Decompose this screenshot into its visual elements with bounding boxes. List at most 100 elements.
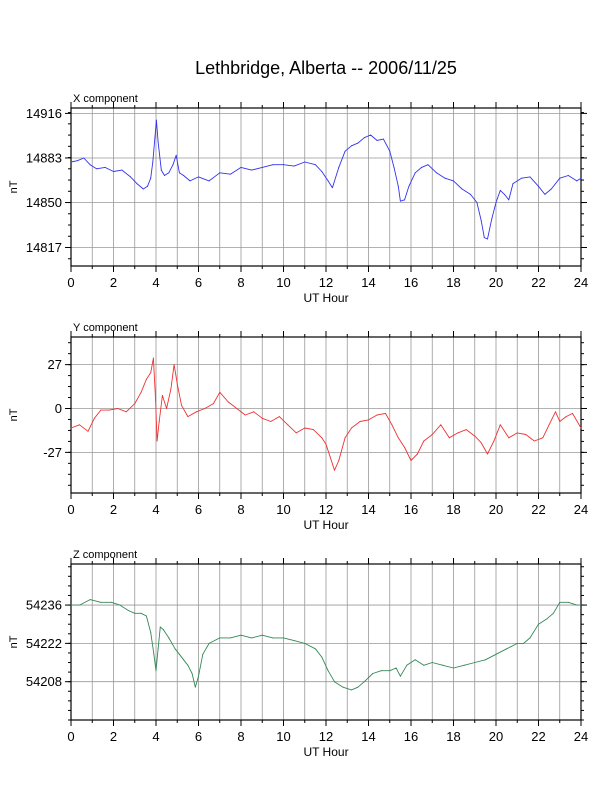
data-point [351, 145, 352, 147]
data-point [283, 637, 284, 639]
data-point [470, 193, 471, 195]
data-point [474, 435, 476, 437]
data-point [580, 177, 582, 179]
data-point [293, 640, 295, 642]
data-point [183, 659, 185, 661]
data-point [487, 238, 488, 240]
data-point [314, 164, 316, 166]
data-point [150, 631, 152, 633]
data-point [140, 612, 142, 614]
data-point [559, 177, 561, 179]
x-tick-label: 4 [152, 729, 159, 744]
data-point [104, 166, 106, 168]
data-point [414, 172, 416, 174]
data-point [287, 424, 289, 426]
data-point [382, 138, 384, 140]
y-tick-label: 0 [55, 401, 62, 416]
x-tick-label: 18 [446, 275, 460, 290]
data-point [508, 437, 510, 439]
y-tick-label: -27 [43, 445, 62, 460]
x-tick-label: 2 [110, 502, 117, 517]
x-tick-label: 16 [404, 275, 418, 290]
data-point [395, 667, 397, 669]
data-point [516, 642, 518, 644]
data-point [142, 188, 144, 190]
data-point [329, 456, 331, 458]
x-tick-label: 0 [67, 502, 74, 517]
data-point [338, 460, 340, 461]
data-point [147, 185, 148, 187]
data-point [529, 637, 531, 639]
data-point [304, 642, 306, 644]
data-point [538, 623, 539, 625]
data-point [181, 404, 182, 406]
data-point [363, 137, 365, 139]
data-point [423, 440, 425, 442]
data-point [136, 183, 138, 185]
panel-title: Z component [73, 549, 137, 561]
data-point [219, 637, 221, 639]
data-point [166, 408, 168, 409]
y-axis-label: nT [8, 408, 20, 421]
x-tick-label: 14 [361, 502, 375, 517]
data-point [187, 664, 189, 666]
data-point [134, 612, 136, 614]
data-point [87, 430, 89, 432]
data-point [125, 411, 127, 413]
data-point [448, 437, 450, 439]
x-tick-label: 0 [67, 729, 74, 744]
data-point [208, 180, 210, 182]
data-point [376, 414, 378, 416]
data-point [344, 437, 346, 439]
data-point [187, 416, 189, 418]
data-point [572, 412, 573, 414]
data-point [552, 612, 554, 614]
data-point [134, 403, 136, 405]
x-tick-label: 14 [361, 729, 375, 744]
panel-title: X component [73, 93, 138, 105]
data-point [272, 637, 274, 639]
y-tick-label: 54208 [26, 674, 62, 689]
data-point [397, 185, 399, 187]
data-point [440, 424, 442, 426]
data-point [251, 169, 253, 171]
data-point [100, 409, 102, 411]
y-tick-label: 54222 [26, 636, 62, 651]
data-point [130, 176, 131, 178]
data-point [338, 166, 340, 168]
data-point [100, 601, 102, 603]
data-point [202, 653, 204, 655]
data-point [89, 164, 91, 166]
data-point [236, 408, 238, 409]
panel-title: Y component [73, 322, 138, 334]
data-point [89, 599, 91, 601]
data-point [253, 411, 255, 413]
data-point [219, 391, 221, 393]
data-point [546, 618, 548, 620]
x-tick-label: 8 [237, 502, 244, 517]
data-point [499, 189, 501, 191]
data-point [229, 173, 231, 175]
data-point [140, 391, 142, 393]
data-point [229, 637, 231, 639]
data-point [155, 399, 157, 401]
series-line [70, 357, 582, 471]
data-point [576, 604, 578, 606]
data-point [389, 670, 391, 672]
data-point [325, 443, 327, 445]
x-tick-label: 14 [361, 275, 375, 290]
data-point [487, 453, 488, 455]
data-point [208, 642, 210, 644]
data-point [380, 670, 382, 672]
data-point [198, 675, 199, 677]
data-point [170, 388, 172, 390]
x-tick-label: 12 [319, 275, 333, 290]
data-point [293, 165, 295, 167]
data-point [321, 656, 323, 658]
data-point [108, 409, 110, 411]
data-point [521, 177, 522, 179]
x-tick-label: 4 [152, 502, 159, 517]
data-point [431, 434, 433, 435]
data-point [152, 357, 154, 359]
x-tick-label: 20 [489, 502, 503, 517]
